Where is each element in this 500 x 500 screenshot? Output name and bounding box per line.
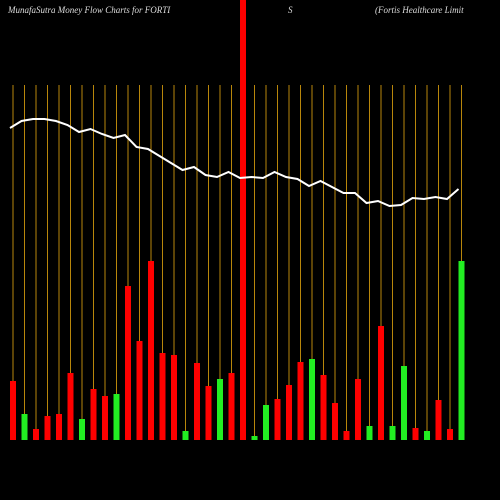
bar: [286, 385, 292, 440]
bar: [205, 386, 212, 440]
bar: [309, 359, 315, 440]
bar: [458, 261, 465, 440]
bar: [343, 431, 350, 440]
bar: [435, 400, 442, 440]
bar: [159, 353, 166, 440]
chart-subtitle: (Fortis Healthcare Limit: [375, 5, 464, 15]
bar: [366, 426, 373, 440]
chart-title: MunafaSutra Money Flow Charts for FORTI: [7, 5, 171, 15]
bar: [113, 394, 120, 440]
bar: [136, 341, 143, 440]
chart-title-part: S: [288, 5, 293, 15]
bar: [21, 414, 28, 440]
bar: [424, 431, 430, 440]
bar: [171, 355, 177, 440]
bar: [355, 379, 361, 440]
bar: [332, 403, 338, 440]
money-flow-line: [9, 118, 460, 208]
bar: [401, 366, 407, 440]
bar: [240, 0, 246, 440]
bar: [102, 396, 108, 440]
bar: [90, 389, 97, 440]
bar: [125, 286, 131, 440]
bar: [148, 261, 154, 440]
bar: [447, 429, 453, 440]
bar: [263, 405, 269, 440]
bar: [33, 429, 39, 440]
bar: [67, 373, 74, 440]
bar: [412, 428, 419, 440]
bar: [79, 419, 85, 440]
bar: [194, 363, 200, 440]
bar: [228, 373, 235, 440]
bar: [44, 416, 51, 440]
bar: [378, 326, 384, 440]
bar: [10, 381, 16, 440]
bar: [297, 362, 304, 440]
bar: [320, 375, 327, 440]
bar: [182, 431, 189, 440]
bar: [251, 436, 258, 440]
bar: [217, 379, 223, 440]
bar: [56, 414, 62, 440]
bar: [389, 426, 396, 440]
bar: [274, 399, 281, 440]
